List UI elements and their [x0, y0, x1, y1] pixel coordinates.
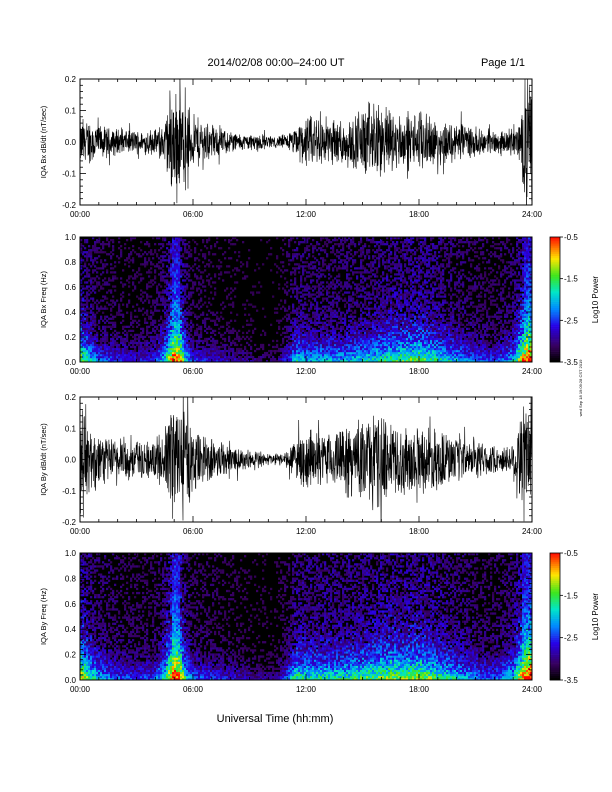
colorbar-tick-label: -0.5	[564, 549, 578, 558]
y-tick-label: 1.0	[65, 233, 77, 242]
y-tick-label: 1.0	[65, 549, 77, 558]
y-tick-label: 0.2	[65, 333, 77, 342]
x-tick-label: 06:00	[183, 367, 204, 376]
colorbar-tick-label: -3.5	[564, 676, 578, 685]
y-tick-label: 0.1	[65, 107, 77, 116]
by-dbdt-panel: 00:00 06:00 12:00 18:00 24:00 -0.2 -0.1 0.0 0.1 0…	[39, 393, 543, 536]
x-tick-label: 00:00	[70, 367, 91, 376]
y-tick-label: 0.6	[65, 283, 77, 292]
y-tick-label: 0.4	[65, 625, 77, 634]
x-tick-label: 24:00	[522, 210, 543, 219]
x-tick-label: 12:00	[296, 527, 317, 536]
x-tick-label: 12:00	[296, 210, 317, 219]
y-tick-label: -0.1	[62, 487, 76, 496]
colorbar-label: Log10 Power	[591, 593, 600, 640]
y-tick-label: 0.0	[65, 358, 77, 367]
colorbar: -0.5 -1.5 -2.5 -3.5 Log10 Power	[549, 549, 600, 685]
colorbar-tick-label: -1.5	[564, 275, 578, 284]
x-tick-label: 06:00	[183, 210, 204, 219]
colorbar-tick-label: -3.5	[564, 358, 578, 367]
bx-dbdt-panel: 00:00 06:00 12:00 18:00 24:00 -0.2 -0.1 0.0 0.1 0…	[39, 75, 543, 219]
dbdt-trace	[80, 79, 532, 205]
spectrogram-cells	[80, 237, 533, 363]
x-tick-label: 00:00	[70, 685, 91, 694]
y-tick-label: 0.0	[65, 456, 77, 465]
x-tick-label: 18:00	[409, 685, 430, 694]
colorbar-tick-label: -0.5	[564, 233, 578, 242]
y-tick-label: 0.2	[65, 393, 77, 402]
y-tick-label: 0.8	[65, 574, 77, 583]
y-axis-label: IQA By Freq (Hz)	[39, 587, 48, 645]
y-axis-label: IQA Bx dB/dt (nT/sec)	[39, 105, 48, 178]
y-tick-label: 0.2	[65, 651, 77, 660]
y-tick-label: 0.8	[65, 258, 77, 267]
x-tick-label: 12:00	[296, 685, 317, 694]
timestamp-stamp: wed Sep 18 19:09:28 CST 2019	[578, 359, 583, 417]
x-tick-label: 24:00	[522, 527, 543, 536]
y-tick-label: 0.1	[65, 424, 77, 433]
y-tick-label: -0.2	[62, 201, 76, 210]
dbdt-trace	[80, 397, 532, 522]
colorbar-tick-label: -2.5	[564, 316, 578, 325]
x-tick-label: 06:00	[183, 527, 204, 536]
x-tick-label: 24:00	[522, 685, 543, 694]
y-tick-label: 0.0	[65, 138, 77, 147]
x-tick-label: 00:00	[70, 527, 91, 536]
colorbar: -0.5 -1.5 -2.5 -3.5 Log10 Power	[549, 233, 600, 367]
page-title: 2014/02/08 00:00–24:00 UT	[207, 57, 344, 69]
x-tick-label: 06:00	[183, 685, 204, 694]
spectrogram-cells	[80, 553, 533, 681]
by-spectrogram-panel: 00:00 06:00 12:00 18:00 24:00 0.0 0.2 0.4 0.6 0.8…	[39, 549, 600, 694]
y-tick-label: 0.6	[65, 600, 77, 609]
x-axis-title: Universal Time (hh:mm)	[217, 713, 334, 725]
x-tick-label: 18:00	[409, 367, 430, 376]
colorbar-tick-label: -2.5	[564, 634, 578, 643]
x-tick-label: 24:00	[522, 367, 543, 376]
bx-spectrogram-panel: 00:00 06:00 12:00 18:00 24:00 0.0 0.2 0.4 0.6 0.8…	[39, 233, 600, 376]
y-tick-label: 0.4	[65, 308, 77, 317]
x-tick-label: 00:00	[70, 210, 91, 219]
y-tick-label: -0.1	[62, 170, 76, 179]
x-tick-label: 18:00	[409, 527, 430, 536]
y-tick-label: -0.2	[62, 518, 76, 527]
y-axis-label: IQA By dB/dt (nT/sec)	[39, 423, 48, 496]
page-number: Page 1/1	[481, 57, 525, 69]
y-tick-label: 0.2	[65, 75, 77, 84]
x-tick-label: 12:00	[296, 367, 317, 376]
y-axis-label: IQA Bx Freq (Hz)	[39, 270, 48, 328]
x-tick-label: 18:00	[409, 210, 430, 219]
colorbar-label: Log10 Power	[591, 276, 600, 323]
y-tick-label: 0.0	[65, 676, 77, 685]
colorbar-tick-label: -1.5	[564, 591, 578, 600]
